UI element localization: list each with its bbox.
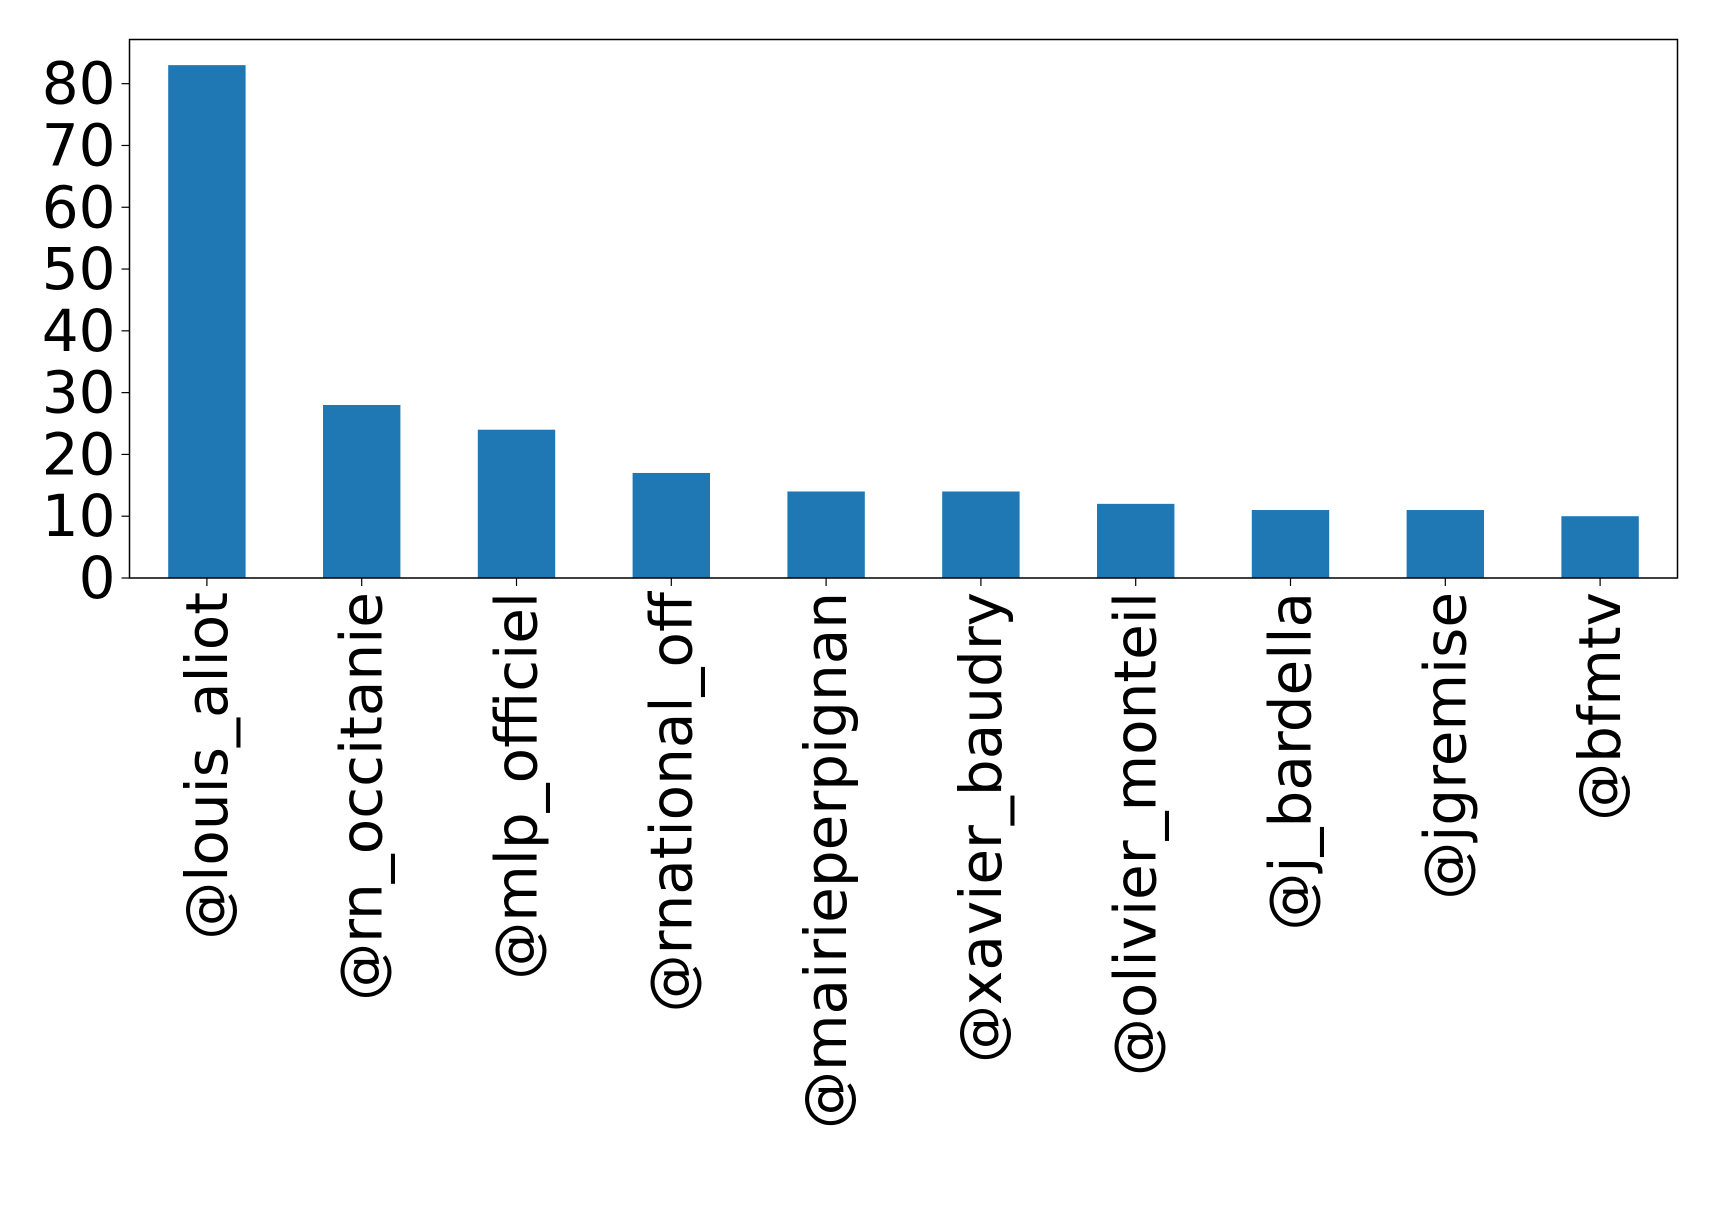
x-tick-label: @j_bardella [1257, 592, 1325, 931]
y-tick-label: 70 [42, 111, 116, 179]
y-tick-label: 10 [42, 482, 116, 550]
x-tick-label: @xavier_baudry [947, 592, 1015, 1063]
x-tick-label: @mlp_officiel [483, 592, 551, 980]
bar-rn_occitanie [323, 404, 401, 578]
x-tick-label: @rn_occitanie [328, 592, 396, 1001]
x-tick-label: @olivier_monteil [1102, 592, 1170, 1076]
bar-xavier_baudry [942, 491, 1020, 578]
bar-bfmtv [1561, 516, 1639, 578]
x-tick-label: @bfmtv [1566, 592, 1634, 821]
bar-jgremise [1406, 510, 1484, 578]
bar-olivier_monteil [1097, 503, 1175, 578]
bar-mlp_officiel [477, 429, 556, 578]
bar-louis_aliot [168, 65, 246, 578]
x-tick-label: @rnational_off [637, 590, 705, 1012]
bar-rnational_off [632, 472, 710, 578]
y-tick-label: 20 [42, 420, 116, 488]
y-tick-label: 50 [42, 235, 116, 303]
plot-frame [128, 38, 1679, 579]
x-tick-label: @louis_aliot [173, 592, 241, 940]
y-tick-label: 60 [42, 173, 116, 241]
bar-mairieperpignan [787, 491, 865, 578]
y-tick-label: 80 [42, 50, 116, 118]
y-tick-label: 0 [79, 544, 116, 612]
y-tick-label: 40 [42, 297, 116, 365]
x-tick-label: @mairieperpignan [792, 592, 860, 1129]
y-tick-label: 30 [42, 359, 116, 427]
bar-j_bardella [1251, 510, 1330, 578]
x-tick-label: @jgremise [1411, 592, 1479, 900]
